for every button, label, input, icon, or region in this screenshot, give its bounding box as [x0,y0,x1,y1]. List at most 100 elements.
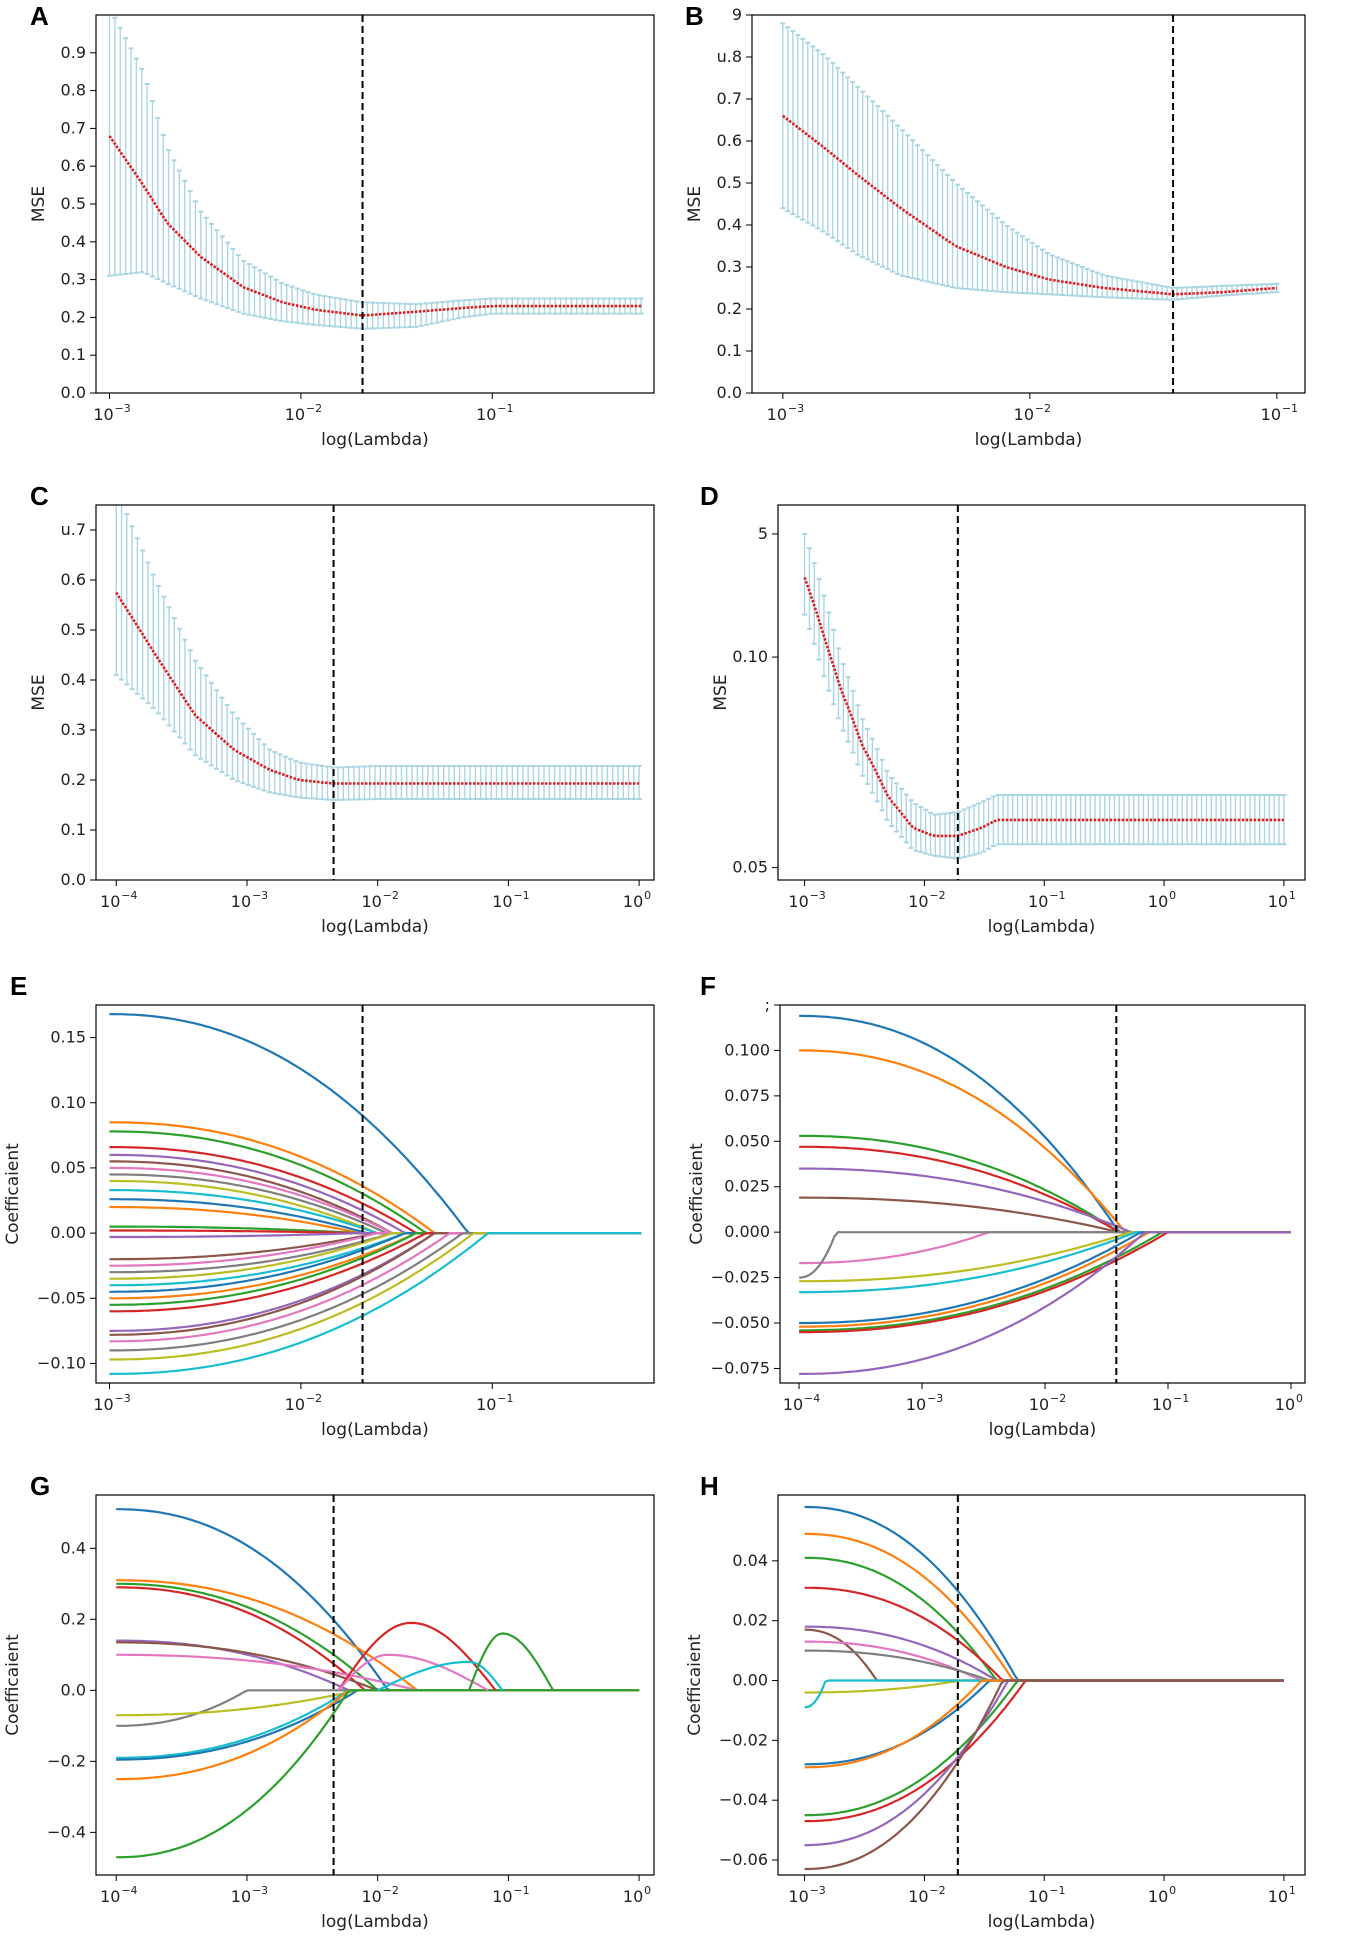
x-tick-label: 10 [623,892,643,911]
y-tick-label: 0.10 [50,1093,86,1112]
y-tick-label: 0.7 [61,118,86,137]
panel-c: C10 −4 10 −3 10 −2 10 −1 10 00.00.10.20.30.40.50.… [29,481,655,937]
x-tick-exponent: −3 [788,402,804,415]
y-tick-label: 0.5 [61,194,86,213]
x-axis-label: log(Lambda) [989,1420,1097,1440]
y-tick-label: 0.1 [61,345,86,364]
y-tick-label: 0.3 [61,270,86,289]
x-tick-label: 10 [1275,1395,1295,1414]
coefficient-path [804,1679,1284,1766]
x-tick-exponent: −1 [513,889,529,902]
coefficient-bump [377,1660,504,1692]
x-tick-label: 10 [492,1887,512,1906]
y-tick-label: 0.2 [717,299,742,318]
x-tick-exponent: 1 [1289,1884,1296,1897]
x-tick-label: 10 [1028,1887,1048,1906]
y-tick-label: −0.025 [711,1268,770,1287]
y-tick-label: 0.1 [717,341,742,360]
coefficient-path [804,1679,1284,1694]
axes-frame [751,14,1306,394]
coefficient-path [804,1679,1284,1847]
axes-frame [777,1494,1306,1876]
y-tick-label: 0.9 [61,43,86,62]
x-tick-exponent: −3 [115,1392,131,1405]
x-tick-label: 10 [767,405,787,424]
y-tick-label: 0.2 [61,307,86,326]
x-tick-exponent: −3 [252,889,268,902]
y-tick-label: 0.000 [724,1222,770,1241]
y-tick-label: 0.05 [50,1158,86,1177]
plot-area [107,15,644,330]
x-tick-label: 10 [361,892,381,911]
coefficient-path [116,1639,640,1692]
x-tick-label: 10 [1148,1887,1168,1906]
x-tick-label: 10 [623,1887,643,1906]
y-tick-label: 0.0 [61,383,86,402]
panel-e: E10 −3 10 −2 10 −1−0.10−0.050.000.050.100.15l… [3,971,655,1440]
x-tick-exponent: −1 [1173,1392,1189,1405]
panel-letter: B [685,1,704,31]
coefficient-path [804,1640,1284,1682]
y-tick-label: 0.0 [61,870,86,889]
x-axis-label: log(Lambda) [975,430,1083,450]
x-axis-label: log(Lambda) [321,917,429,937]
x-tick-label: 10 [906,1395,926,1414]
y-tick-label: 0.5 [717,173,742,192]
y-tick-label: 0.050 [724,1131,770,1150]
y-tick-label: 0.6 [61,156,86,175]
x-axis-label: log(Lambda) [321,1420,429,1440]
y-tick-label: 0.4 [61,670,86,689]
y-tick-label: −0.2 [47,1751,86,1770]
x-tick-label: 10 [908,1887,928,1906]
y-tick-label: 0.3 [717,257,742,276]
x-tick-exponent: −3 [927,1392,943,1405]
axes-frame [95,504,655,881]
x-tick-exponent: −2 [383,1884,399,1897]
coefficient-bump [337,1653,489,1692]
x-tick-label: 10 [908,892,928,911]
x-tick-exponent: 0 [1169,1884,1176,1897]
y-axis-label: MSE [711,674,731,710]
y-tick-label: −0.075 [711,1358,770,1377]
x-tick-exponent: −2 [306,402,322,415]
panel-letter: H [700,1471,719,1501]
y-tick-label: 0.15 [50,1028,86,1047]
x-tick-label: 10 [476,405,496,424]
x-tick-exponent: −1 [1049,889,1065,902]
y-tick-label: u.8 [717,47,742,66]
coefficient-path [116,1689,640,1761]
y-tick-label: 0.7 [717,89,742,108]
x-tick-label: 10 [1014,405,1034,424]
y-tick-label: −0.06 [719,1850,768,1869]
y-tick-label: 0.4 [61,1538,86,1557]
coefficient-path [799,1167,1291,1234]
x-tick-exponent: −1 [497,1392,513,1405]
x-tick-label: 10 [93,405,113,424]
x-tick-label: 10 [1261,405,1281,424]
x-tick-exponent: 0 [1296,1392,1303,1405]
x-tick-label: 10 [285,405,305,424]
x-tick-label: 10 [93,1395,113,1414]
x-tick-label: 10 [1028,892,1048,911]
x-tick-label: 10 [492,892,512,911]
panel-g: G10 −4 10 −3 10 −2 10 −1 10 0−0.4−0.20.00.20.4log… [3,1471,655,1932]
coefficient-path [804,1586,1284,1682]
panel-f: F10 −4 10 −3 10 −2 10 −1 10 0−0.075−0.050−0.0250.… [687,971,1306,1440]
panel-letter: D [700,481,719,511]
coefficient-path [116,1689,640,1781]
y-tick-label: 0.10 [732,647,768,666]
y-tick-label: 0.3 [61,720,86,739]
x-axis-label: log(Lambda) [321,1912,429,1932]
x-tick-exponent: −3 [115,402,131,415]
coefficient-path [799,1231,1291,1283]
x-tick-exponent: −2 [1035,402,1051,415]
y-tick-label: 5 [758,524,768,543]
y-tick-label: 0.6 [717,131,742,150]
coefficient-path [804,1679,1284,1817]
x-tick-exponent: −4 [121,889,137,902]
plot-area [802,532,1287,860]
x-tick-label: 10 [100,1887,120,1906]
coefficient-path [804,1679,1284,1823]
x-tick-exponent: −4 [804,1392,820,1405]
y-tick-label: −0.02 [719,1730,768,1749]
